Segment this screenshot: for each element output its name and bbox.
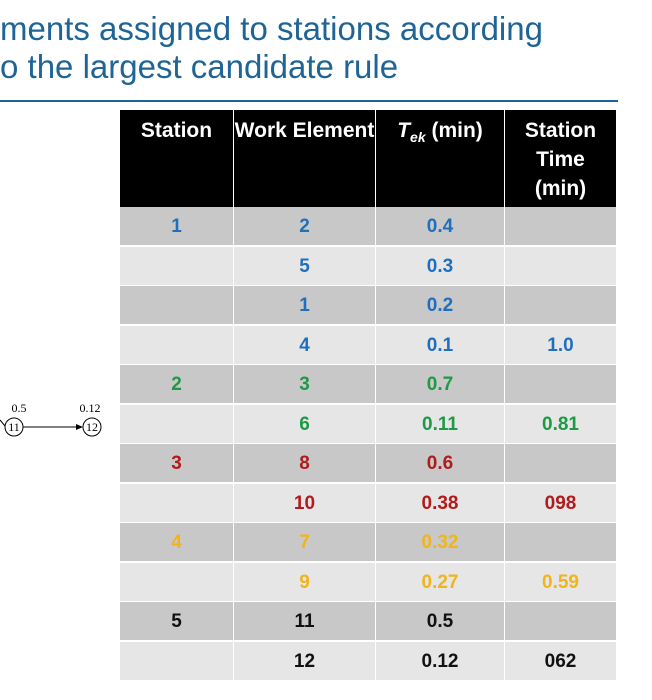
table-cell: 0.6 xyxy=(376,444,505,483)
header-cell: Tek (min) xyxy=(376,110,505,207)
table-cell: 0.12 xyxy=(376,641,505,681)
title-line: o the largest candidate rule xyxy=(0,48,399,85)
node xyxy=(82,417,102,437)
node-weight: 0.5 xyxy=(12,401,27,415)
table-cell: 098 xyxy=(505,483,617,523)
precedence-diagram: 11 0.5 12 0.12 xyxy=(0,401,102,437)
table-cell xyxy=(505,246,617,286)
table-cell: 0.1 xyxy=(376,325,505,365)
table-cell: 0.11 xyxy=(376,404,505,444)
table-cell: 0.27 xyxy=(376,562,505,602)
node-label: 12 xyxy=(86,420,98,434)
table-cell xyxy=(120,286,234,325)
unit: (min) xyxy=(431,119,483,142)
table-cell: 5 xyxy=(234,246,376,286)
table-cell: 0.32 xyxy=(376,523,505,562)
table-cell xyxy=(120,483,234,523)
table-cell: 0.38 xyxy=(376,483,505,523)
table-cell xyxy=(120,325,234,365)
table-cell xyxy=(505,602,617,641)
node-weight: 0.12 xyxy=(80,401,101,415)
table-cell: 3 xyxy=(120,444,234,483)
table-cell: 0.7 xyxy=(376,365,505,404)
table-cell: 2 xyxy=(234,207,376,246)
table-cell: 11 xyxy=(234,602,376,641)
table-cell xyxy=(120,246,234,286)
node-label: 11 xyxy=(8,420,20,434)
title: ments assigned to stations according o t… xyxy=(0,10,543,86)
title-line: ments assigned to stations according xyxy=(0,10,543,47)
table-cell xyxy=(505,286,617,325)
table-cell: 0.5 xyxy=(376,602,505,641)
table-cell: 1 xyxy=(120,207,234,246)
table-cell: 5 xyxy=(120,602,234,641)
table-cell: 9 xyxy=(234,562,376,602)
table-cell: 1.0 xyxy=(505,325,617,365)
table-cell: 8 xyxy=(234,444,376,483)
table-cell: 062 xyxy=(505,641,617,681)
table-cell: 6 xyxy=(234,404,376,444)
table-cell xyxy=(120,562,234,602)
table-cell xyxy=(505,523,617,562)
table-cell: 0.2 xyxy=(376,286,505,325)
header-cell: Work Element xyxy=(234,110,376,207)
header-cell: Station Time (min) xyxy=(505,110,617,207)
table-cell: 2 xyxy=(120,365,234,404)
table-cell: 0.4 xyxy=(376,207,505,246)
table-cell xyxy=(505,365,617,404)
table-cell: 4 xyxy=(234,325,376,365)
table-cell: 4 xyxy=(120,523,234,562)
table-cell: 0.81 xyxy=(505,404,617,444)
table-cell: 12 xyxy=(234,641,376,681)
edge xyxy=(0,419,6,427)
table-cell xyxy=(120,404,234,444)
arrow-head xyxy=(76,424,83,430)
table-cell: 1 xyxy=(234,286,376,325)
table-cell xyxy=(505,444,617,483)
table-cell: 0.3 xyxy=(376,246,505,286)
table-cell: 10 xyxy=(234,483,376,523)
header-cell: Station xyxy=(120,110,234,207)
table-cell: 3 xyxy=(234,365,376,404)
table-cell: 0.59 xyxy=(505,562,617,602)
title-rule xyxy=(0,100,618,102)
table-cell xyxy=(120,641,234,681)
table-cell xyxy=(505,207,617,246)
table-cell: 7 xyxy=(234,523,376,562)
symbol: T xyxy=(397,119,411,142)
subscript: ek xyxy=(410,129,426,146)
